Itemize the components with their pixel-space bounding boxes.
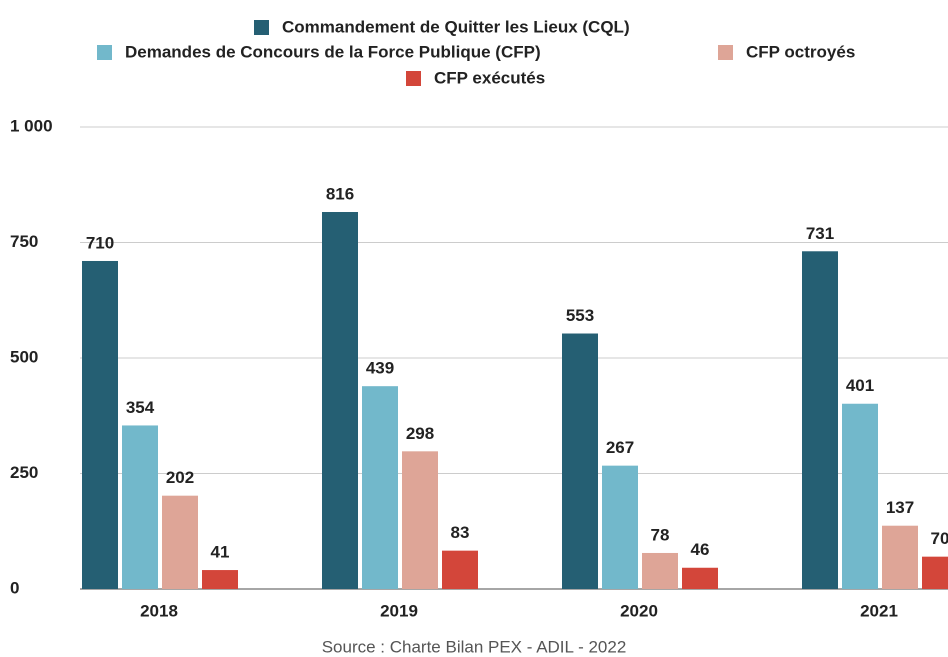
y-tick-label: 0	[10, 578, 19, 597]
data-label: 401	[846, 376, 874, 395]
bar	[442, 550, 478, 589]
data-label: 46	[691, 540, 710, 559]
bar	[402, 451, 438, 589]
bar	[922, 556, 948, 589]
x-tick-label: 2019	[380, 601, 418, 620]
data-label: 267	[606, 438, 634, 457]
bar	[682, 567, 718, 589]
bar	[122, 425, 158, 589]
x-tick-label: 2018	[140, 601, 178, 620]
data-label: 83	[451, 523, 470, 542]
legend-label: Demandes de Concours de la Force Publiqu…	[125, 42, 541, 61]
y-tick-label: 1 000	[10, 116, 53, 135]
bar	[362, 386, 398, 589]
legend-swatch	[254, 20, 269, 35]
y-tick-label: 750	[10, 232, 38, 251]
y-tick-label: 250	[10, 463, 38, 482]
legend-swatch	[718, 45, 733, 60]
bar	[562, 333, 598, 589]
data-label: 202	[166, 468, 194, 487]
data-label: 439	[366, 359, 394, 378]
bar	[602, 465, 638, 589]
data-label: 137	[886, 498, 914, 517]
data-label: 41	[211, 543, 230, 562]
data-label: 78	[651, 525, 670, 544]
bar	[882, 525, 918, 589]
y-tick-label: 500	[10, 347, 38, 366]
data-label: 354	[126, 398, 155, 417]
x-tick-label: 2020	[620, 601, 658, 620]
data-label: 816	[326, 184, 354, 203]
legend-label: Commandement de Quitter les Lieux (CQL)	[282, 17, 630, 36]
bar	[162, 495, 198, 589]
bar	[802, 251, 838, 589]
bar	[642, 552, 678, 589]
data-label: 553	[566, 306, 594, 325]
x-tick-label: 2021	[860, 601, 898, 620]
legend-label: CFP octroyés	[746, 42, 855, 61]
data-label: 298	[406, 424, 434, 443]
source: Source : Charte Bilan PEX - ADIL - 2022	[322, 637, 627, 656]
legend-label: CFP exécutés	[434, 68, 545, 87]
bar	[842, 403, 878, 589]
legend-swatch	[406, 71, 421, 86]
bar	[202, 570, 238, 589]
bar	[322, 212, 358, 589]
data-label: 70	[931, 529, 948, 548]
data-label: 731	[806, 224, 834, 243]
legend-swatch	[97, 45, 112, 60]
data-label: 710	[86, 233, 114, 252]
bar	[82, 260, 118, 589]
